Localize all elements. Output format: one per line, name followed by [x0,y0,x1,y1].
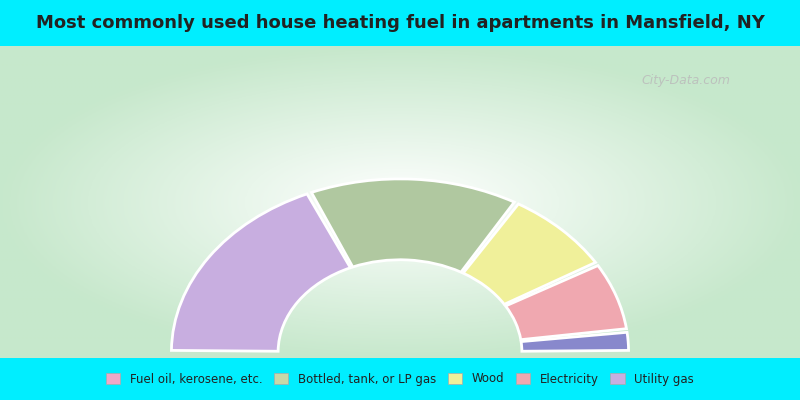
Wedge shape [521,332,629,351]
Text: City-Data.com: City-Data.com [642,74,730,87]
Wedge shape [171,194,350,351]
Text: Most commonly used house heating fuel in apartments in Mansfield, NY: Most commonly used house heating fuel in… [35,14,765,32]
Legend: Fuel oil, kerosene, etc., Bottled, tank, or LP gas, Wood, Electricity, Utility g: Fuel oil, kerosene, etc., Bottled, tank,… [102,368,698,390]
Wedge shape [506,266,626,340]
Wedge shape [311,179,514,272]
Wedge shape [463,204,595,304]
